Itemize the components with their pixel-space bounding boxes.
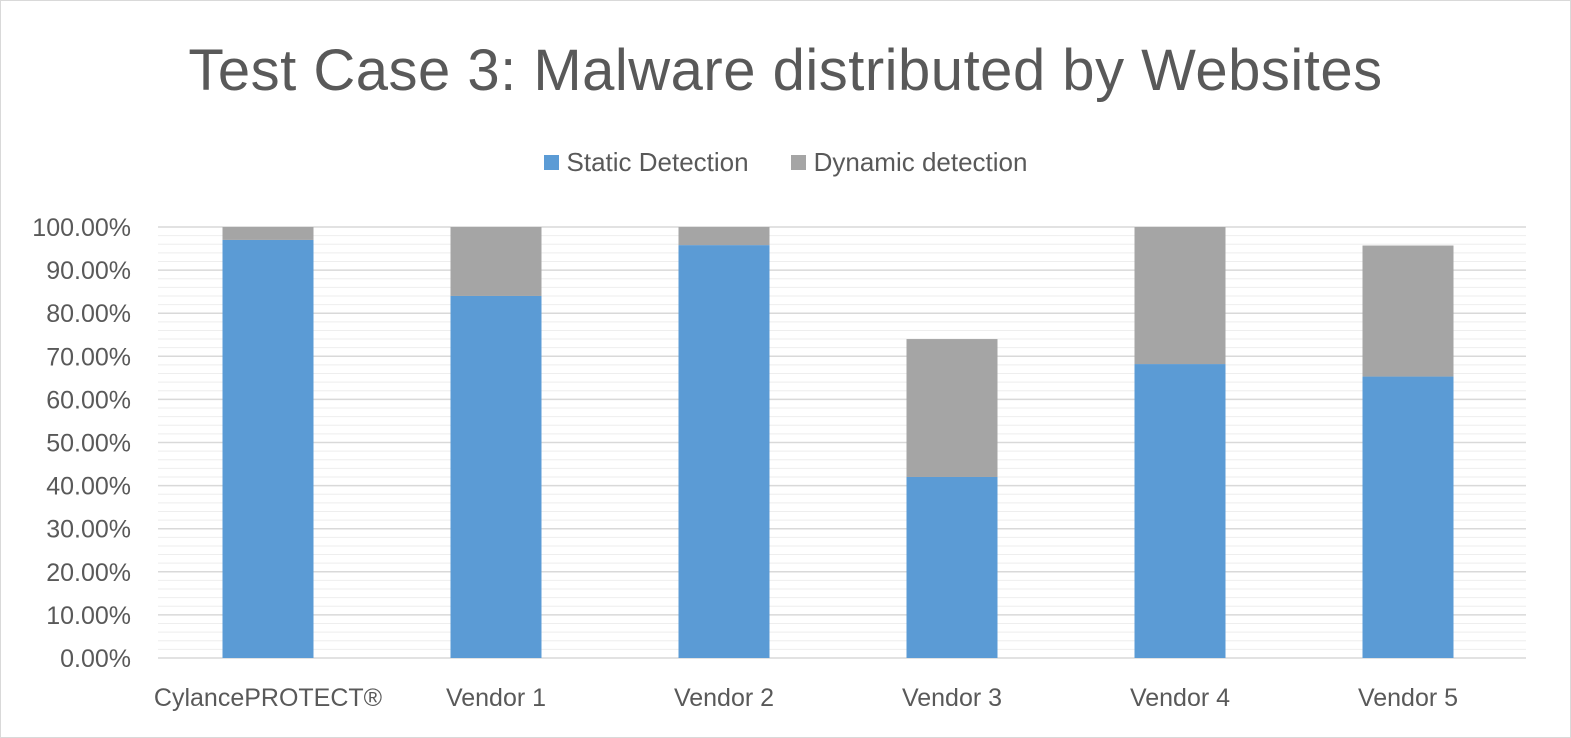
bar-dynamic: [1362, 245, 1454, 377]
y-tick-label: 10.00%: [46, 602, 131, 630]
chart-title: Test Case 3: Malware distributed by Webs…: [188, 38, 1383, 103]
bar-dynamic: [450, 227, 542, 296]
legend-swatch-dynamic: [790, 155, 806, 170]
x-tick-label: Vendor 1: [446, 684, 546, 712]
x-tick-label: Vendor 5: [1358, 684, 1458, 712]
y-tick-label: 60.00%: [46, 386, 131, 414]
legend-swatch-static: [543, 155, 559, 170]
y-tick-label: 80.00%: [46, 300, 131, 328]
bar-dynamic: [678, 227, 770, 246]
y-tick-label: 100.00%: [32, 214, 131, 242]
bar-static: [222, 239, 314, 658]
y-tick-label: 20.00%: [46, 559, 131, 587]
bar-dynamic: [1134, 227, 1226, 365]
legend-item-static: Static Detection: [543, 147, 749, 178]
x-tick-label: Vendor 3: [902, 684, 1002, 712]
bar-static: [1134, 364, 1226, 658]
x-tick-label: Vendor 2: [674, 684, 774, 712]
y-tick-label: 40.00%: [46, 473, 131, 501]
x-tick-label: CylancePROTECT®: [154, 684, 383, 712]
bar-dynamic: [222, 227, 314, 240]
bar-static: [906, 476, 998, 658]
legend-label-static: Static Detection: [566, 147, 749, 177]
x-tick-label: Vendor 4: [1130, 684, 1230, 712]
legend-label-dynamic: Dynamic detection: [813, 147, 1028, 177]
y-tick-label: 0.00%: [60, 645, 131, 673]
y-tick-label: 30.00%: [46, 516, 131, 544]
bar-static: [450, 295, 542, 658]
y-tick-label: 50.00%: [46, 430, 131, 458]
bar-static: [1362, 376, 1454, 658]
bar-dynamic: [906, 339, 998, 477]
y-tick-label: 70.00%: [46, 343, 131, 371]
legend-item-dynamic: Dynamic detection: [790, 147, 1028, 178]
bar-static: [678, 245, 770, 659]
y-tick-label: 90.00%: [46, 257, 131, 285]
legend: Static Detection Dynamic detection: [1, 147, 1570, 178]
